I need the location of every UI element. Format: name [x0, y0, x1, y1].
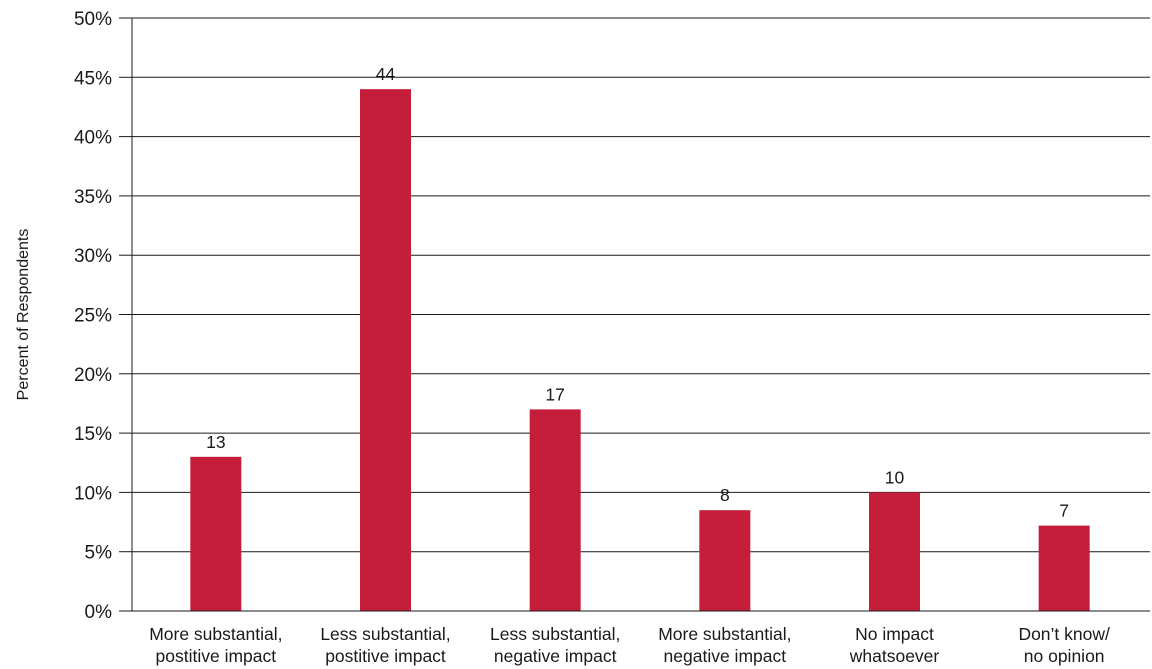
bar — [360, 89, 411, 611]
y-tick-label: 50% — [74, 9, 112, 30]
data-label: 17 — [545, 384, 564, 404]
data-label: 10 — [885, 467, 905, 487]
y-axis-label: Percent of Respondents — [15, 229, 32, 401]
y-tick-label: 15% — [74, 424, 112, 445]
y-tick-label: 45% — [74, 68, 112, 89]
y-tick-label: 30% — [74, 246, 112, 267]
category-label: Less substantial, — [320, 624, 450, 644]
category-label: negative impact — [494, 646, 617, 666]
category-label: postitive impact — [156, 646, 277, 666]
category-label: postitive impact — [325, 646, 446, 666]
axes — [119, 17, 1150, 612]
category-label: More substantial, — [149, 624, 282, 644]
bars — [190, 89, 1090, 611]
y-tick-label: 0% — [85, 602, 113, 623]
bar — [529, 409, 581, 611]
y-tick-label: 40% — [74, 128, 112, 149]
y-tick-label: 25% — [74, 306, 112, 327]
y-tick-labels: 0% 5% 10% 15% 20% 25% 30% 35% 40% 45% 50% — [74, 9, 112, 623]
category-label: whatsoever — [849, 646, 940, 666]
y-tick-label: 5% — [85, 543, 113, 564]
gridlines — [132, 17, 1150, 553]
y-tick-label: 20% — [74, 365, 112, 386]
data-label: 7 — [1059, 501, 1069, 521]
value-labels: 13 44 17 8 10 7 — [206, 64, 1069, 520]
y-tick-label: 35% — [74, 187, 112, 208]
bar — [190, 456, 242, 611]
category-label: Don’t know/ — [1018, 624, 1110, 644]
bar — [699, 510, 751, 611]
category-label: negative impact — [664, 646, 787, 666]
data-label: 8 — [720, 485, 730, 505]
data-label: 13 — [206, 432, 225, 452]
category-label: No impact — [855, 624, 934, 644]
data-label: 44 — [376, 64, 396, 84]
category-label: Less substantial, — [490, 624, 620, 644]
y-tick-label: 10% — [74, 483, 112, 504]
category-label: no opinion — [1024, 646, 1105, 666]
bar — [1038, 525, 1090, 611]
category-label: More substantial, — [658, 624, 791, 644]
bar — [869, 492, 920, 611]
